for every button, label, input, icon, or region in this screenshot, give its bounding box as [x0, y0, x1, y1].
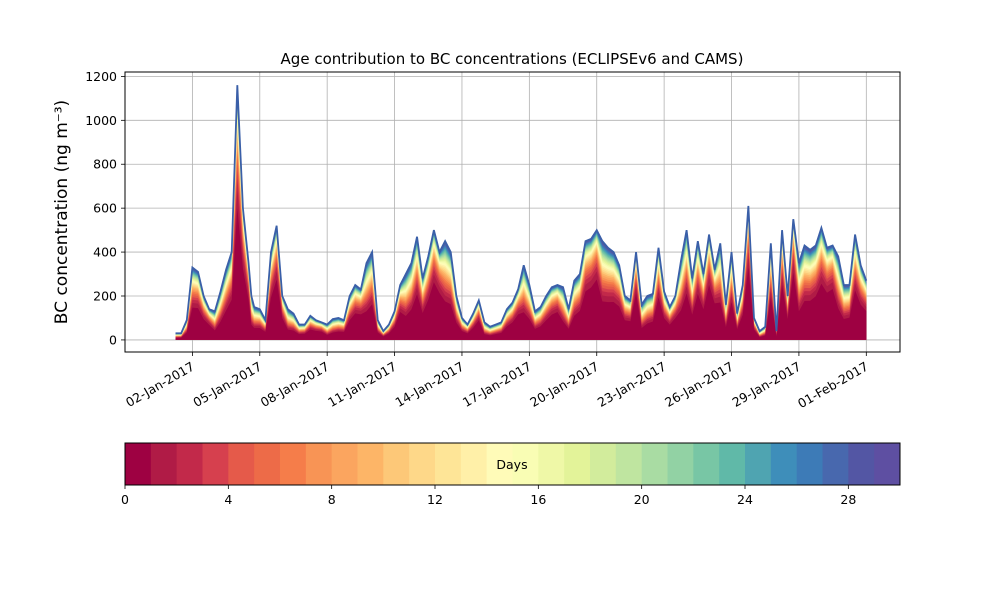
colorbar-tick-label: 20	[634, 492, 650, 507]
x-tick-label: 29-Jan-2017	[729, 359, 803, 410]
colorbar-tick-label: 16	[530, 492, 546, 507]
x-tick-label: 08-Jan-2017	[258, 359, 332, 410]
age-layer-11	[175, 129, 867, 340]
y-axis: 0 200 400 600 800 1000 1200	[85, 69, 125, 347]
colorbar-swatch	[409, 443, 436, 485]
colorbar-swatch	[564, 443, 591, 485]
colorbar-swatch	[745, 443, 772, 485]
x-tick-label: 20-Jan-2017	[527, 359, 601, 410]
plot-frame	[124, 71, 901, 353]
colorbar-swatch	[796, 443, 823, 485]
y-tick-label: 1200	[85, 69, 117, 84]
total-line	[175, 85, 868, 335]
colorbar-tick-label: 12	[427, 492, 443, 507]
colorbar-swatch	[460, 443, 488, 485]
y-tick-label: 200	[93, 289, 117, 304]
y-tick-label: 800	[93, 157, 117, 172]
colorbar-tick-label: 28	[840, 492, 856, 507]
colorbar: 0 4 8 12 16 20 24 28	[121, 442, 901, 507]
x-tick-label: 02-Jan-2017	[123, 359, 197, 410]
age-layer-10	[175, 133, 867, 340]
colorbar-swatch	[305, 443, 333, 485]
colorbar-swatch	[176, 443, 203, 485]
colorbar-swatch	[486, 443, 513, 485]
colorbar-swatch	[125, 443, 152, 485]
age-layer-12	[175, 126, 867, 340]
age-layer-0	[175, 208, 867, 340]
y-tick-label: 0	[109, 332, 117, 347]
colorbar-swatch	[150, 443, 178, 485]
colorbar-swatch	[202, 443, 229, 485]
x-tick-label: 11-Jan-2017	[325, 359, 399, 410]
y-tick-label: 400	[93, 245, 117, 260]
colorbar-label: Days	[496, 457, 527, 472]
colorbar-swatch	[435, 443, 462, 485]
colorbar-swatch	[770, 443, 798, 485]
colorbar-swatch	[590, 443, 617, 485]
colorbar-swatch	[848, 443, 875, 485]
y-tick-label: 600	[93, 201, 117, 216]
colorbar-swatch	[641, 443, 668, 485]
colorbar-swatch	[512, 443, 539, 485]
x-tick-label: 17-Jan-2017	[460, 359, 534, 410]
x-tick-label: 05-Jan-2017	[190, 359, 264, 410]
y-axis-label: BC concentration (ng m⁻³)	[52, 100, 72, 324]
y-tick-label: 1000	[85, 113, 117, 128]
x-tick-label: 26-Jan-2017	[662, 359, 736, 410]
colorbar-swatch	[693, 443, 720, 485]
x-axis: 02-Jan-201705-Jan-201708-Jan-201711-Jan-…	[123, 352, 871, 411]
x-tick-label: 14-Jan-2017	[393, 359, 467, 410]
colorbar-swatch	[331, 443, 358, 485]
age-layers	[175, 85, 867, 340]
colorbar-swatch	[254, 443, 281, 485]
colorbar-tick-label: 4	[224, 492, 232, 507]
colorbar-tick-label: 24	[737, 492, 753, 507]
colorbar-swatch	[615, 443, 643, 485]
colorbar-swatch	[874, 443, 901, 485]
colorbar-swatch	[383, 443, 410, 485]
colorbar-swatch	[822, 443, 849, 485]
colorbar-swatch	[538, 443, 565, 485]
colorbar-tick-label: 0	[121, 492, 129, 507]
chart-title: Age contribution to BC concentrations (E…	[281, 50, 744, 68]
colorbar-swatch	[667, 443, 694, 485]
colorbar-frame	[124, 442, 901, 486]
colorbar-swatch	[357, 443, 384, 485]
colorbar-swatch	[280, 443, 307, 485]
colorbar-tick-label: 8	[328, 492, 336, 507]
colorbar-swatch	[719, 443, 746, 485]
colorbar-swatch	[228, 443, 255, 485]
x-tick-label: 23-Jan-2017	[595, 359, 669, 410]
x-tick-label: 01-Feb-2017	[795, 359, 871, 411]
